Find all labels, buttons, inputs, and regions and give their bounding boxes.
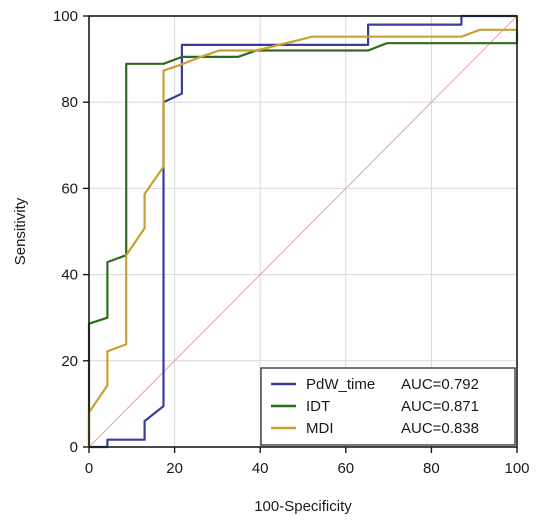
legend-series-name: PdW_time bbox=[306, 376, 375, 393]
series-line-pdw-time bbox=[89, 14, 517, 449]
series-line-idt bbox=[87, 29, 519, 447]
legend-box bbox=[260, 367, 516, 446]
x-axis-title: 100-Specificity bbox=[254, 498, 352, 515]
y-tick-label: 40 bbox=[61, 267, 78, 284]
series-line-mdi bbox=[87, 16, 519, 447]
series-layer bbox=[87, 14, 519, 449]
legend-auc-value: AUC=0.871 bbox=[401, 398, 479, 415]
legend-series-name: IDT bbox=[306, 398, 330, 415]
y-tick-label: 20 bbox=[61, 353, 78, 370]
y-tick-label: 80 bbox=[61, 94, 78, 111]
x-tick-label: 0 bbox=[85, 460, 93, 477]
y-axis-title: Sensitivity bbox=[12, 197, 29, 265]
y-tick-label: 60 bbox=[61, 180, 78, 197]
legend: PdW_time AUC=0.792 IDT AUC=0.871 MDI AUC=0.83… bbox=[260, 367, 516, 446]
y-tick-label: 0 bbox=[70, 439, 78, 456]
x-tick-label: 20 bbox=[166, 460, 183, 477]
reference-diagonal bbox=[88, 15, 518, 448]
x-tick-label: 100 bbox=[504, 460, 529, 477]
x-tick-label: 40 bbox=[252, 460, 269, 477]
legend-series-name: MDI bbox=[306, 420, 334, 437]
plot-frame bbox=[88, 15, 518, 448]
x-tick-label: 60 bbox=[337, 460, 354, 477]
legend-auc-value: AUC=0.792 bbox=[401, 376, 479, 393]
legend-auc-value: AUC=0.838 bbox=[401, 420, 479, 437]
axis-ticks: 0 20 40 60 80 100 0 20 40 60 80 100 bbox=[53, 8, 530, 477]
x-tick-label: 80 bbox=[423, 460, 440, 477]
y-tick-label: 100 bbox=[53, 8, 78, 25]
